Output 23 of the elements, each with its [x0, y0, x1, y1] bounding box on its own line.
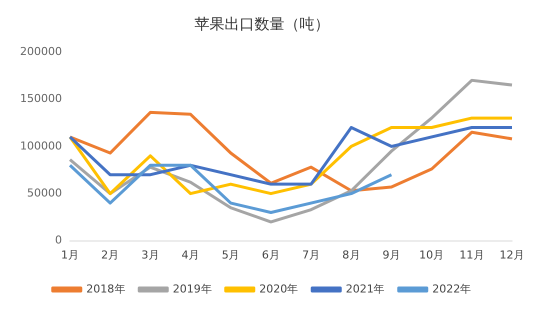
- legend-label: 2021年: [346, 282, 385, 296]
- y-tick-label: 0: [54, 234, 62, 247]
- legend-label: 2018年: [86, 282, 126, 296]
- x-tick-label: 6月: [262, 248, 280, 262]
- x-tick-label: 9月: [382, 248, 400, 262]
- legend-label: 2022年: [432, 282, 472, 296]
- x-tick-label: 11月: [459, 248, 484, 262]
- y-tick-label: 100000: [20, 139, 62, 152]
- x-tick-label: 4月: [182, 248, 200, 262]
- x-tick-label: 7月: [302, 248, 320, 262]
- y-tick-label: 50000: [26, 186, 62, 200]
- x-tick-label: 12月: [500, 248, 524, 262]
- x-tick-label: 2月: [101, 248, 120, 262]
- x-tick-label: 5月: [222, 248, 240, 262]
- x-tick-label: 8月: [342, 248, 360, 262]
- y-tick-label: 150000: [20, 92, 62, 106]
- x-tick-label: 1月: [60, 248, 79, 262]
- y-tick-label: 200000: [20, 44, 62, 58]
- chart-title: 苹果出口数量（吨）: [194, 14, 330, 33]
- x-tick-label: 10月: [419, 248, 444, 262]
- x-tick-label: 3月: [141, 248, 160, 262]
- legend-label: 2020年: [259, 282, 298, 296]
- legend-label: 2019年: [172, 282, 212, 296]
